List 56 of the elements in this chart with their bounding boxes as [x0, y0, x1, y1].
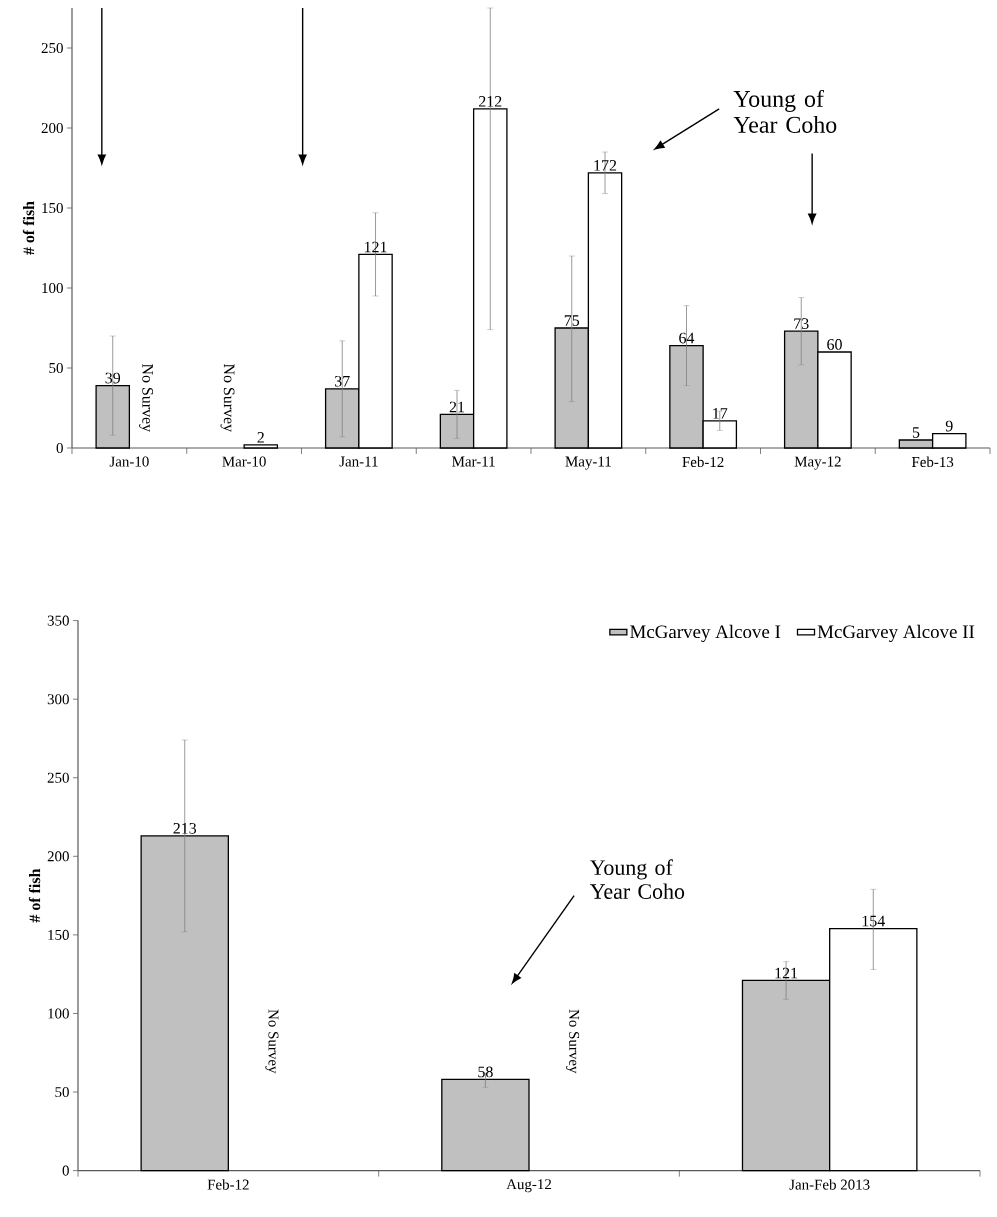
data-label: 39 — [105, 372, 121, 384]
data-label: 73 — [794, 318, 809, 330]
annotation: Young of Year Coho — [733, 89, 837, 133]
bar — [140, 835, 229, 1172]
x-tick-label: Jan-11 — [339, 456, 378, 467]
y-tick-label: 0 — [62, 1165, 69, 1176]
data-label: 17 — [713, 408, 728, 419]
legend-label: McGarvey Alcove I — [630, 624, 781, 643]
x-tick-label: Jan-10 — [109, 456, 149, 467]
data-label: 154 — [862, 915, 885, 927]
annotation: No Survey — [220, 363, 235, 433]
x-tick-label: Jan-Feb 2013 — [789, 1179, 870, 1190]
x-tick-label: May-11 — [565, 456, 611, 470]
y-tick-label: 200 — [41, 122, 63, 134]
data-label: 60 — [827, 339, 842, 350]
data-label: 172 — [594, 160, 617, 171]
y-tick-label: 150 — [42, 202, 63, 214]
legend-label: McGarvey Alcove II — [817, 624, 975, 643]
y-axis-title: # of fish — [22, 201, 35, 255]
data-label: 212 — [479, 96, 502, 107]
y-tick-label: 200 — [47, 851, 69, 862]
annotation: No Survey — [139, 363, 153, 433]
data-label: 5 — [912, 427, 920, 438]
data-label: 213 — [173, 823, 197, 834]
y-tick-label: 300 — [47, 694, 69, 705]
y-tick-label: 250 — [41, 42, 63, 54]
data-label: 121 — [775, 967, 798, 979]
data-label: 58 — [478, 1066, 493, 1078]
annotation: No Survey — [566, 1009, 580, 1074]
y-tick-label: 100 — [42, 282, 63, 294]
annotation: No Survey — [265, 1009, 279, 1074]
x-tick-label: Feb-13 — [911, 456, 954, 468]
y-tick-label: 0 — [56, 442, 63, 454]
data-label: 9 — [945, 420, 953, 432]
x-tick-label: Mar-10 — [222, 456, 266, 467]
y-tick-label: 250 — [47, 772, 69, 783]
data-label: 75 — [564, 315, 580, 326]
x-tick-label: Mar-11 — [452, 456, 495, 467]
y-tick-label: 150 — [48, 929, 69, 940]
annotation: Young of Year Coho — [590, 859, 685, 899]
y-tick-label: 50 — [55, 1087, 69, 1098]
y-axis-title: # of fish — [28, 868, 41, 923]
data-label: 21 — [449, 401, 464, 413]
bar — [441, 1078, 530, 1172]
y-tick-label: 350 — [47, 615, 69, 626]
bar — [243, 444, 279, 449]
data-label: 37 — [335, 375, 350, 387]
y-tick-label: 50 — [49, 362, 63, 374]
data-label: 121 — [364, 241, 387, 253]
x-tick-label: Feb-12 — [682, 456, 724, 468]
data-label: 64 — [679, 332, 695, 344]
x-tick-label: Feb-12 — [207, 1179, 249, 1190]
x-tick-label: Aug-12 — [506, 1179, 551, 1193]
x-tick-label: May-12 — [794, 456, 841, 470]
data-label: 2 — [257, 432, 264, 443]
y-tick-label: 100 — [48, 1008, 69, 1019]
